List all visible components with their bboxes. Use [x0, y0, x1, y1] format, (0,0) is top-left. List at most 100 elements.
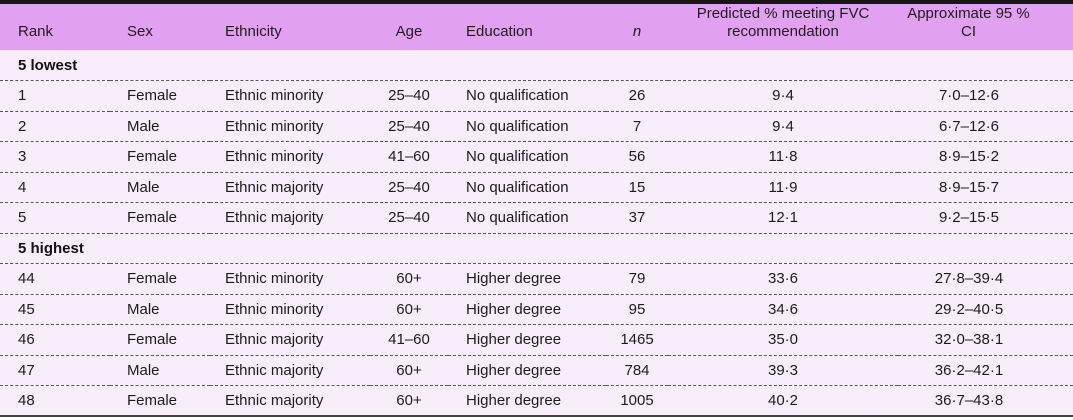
table-body: 5 lowest 1 Female Ethnic minority 25–40 No qu…	[0, 50, 1073, 416]
column-header-predicted-pct-fvc: Predicted % meeting FVC recommendation	[696, 4, 870, 41]
cell-predicted-pct-fvc: 39·3	[668, 355, 898, 386]
cell-ethnicity: Ethnic majority	[210, 355, 370, 386]
cell-rank: 2	[0, 111, 110, 142]
table-header: Rank Sex Ethnicity Age Education n Predicted %…	[0, 2, 1073, 50]
cell-n: 79	[606, 263, 668, 295]
section-header-label: 5 lowest	[0, 50, 1073, 81]
column-header-approx-95-ci: Approximate 95 % CI	[907, 4, 1030, 41]
cell-approx-95-ci: 36·2–42·1	[898, 355, 1073, 386]
cell-predicted-pct-fvc: 33·6	[668, 263, 898, 295]
cell-ethnicity: Ethnic majority	[210, 324, 370, 356]
table-row: 4 Male Ethnic majority 25–40 No qualificatio…	[0, 172, 1073, 203]
section-header-label: 5 highest	[0, 233, 1073, 264]
cell-sex: Male	[110, 172, 210, 203]
cell-rank: 1	[0, 80, 110, 112]
cell-age: 41–60	[370, 324, 448, 356]
cell-rank: 48	[18, 392, 35, 409]
cell-rank: 3	[0, 141, 110, 173]
cell-age: 25–40	[370, 111, 448, 142]
cell-age: 60+	[370, 294, 448, 325]
column-header-education: Education	[466, 23, 533, 41]
column-header-ethnicity: Ethnicity	[225, 23, 282, 41]
cell-ethnicity: Ethnic minority	[210, 141, 370, 173]
section-header-row: 5 lowest	[0, 50, 1073, 81]
cell-education: Higher degree	[448, 355, 606, 386]
cell-sex: Female	[110, 324, 210, 356]
cell-rank: 47	[0, 355, 110, 386]
cell-age: 60+	[370, 263, 448, 295]
header-row: Rank Sex Ethnicity Age Education n Predicted %…	[0, 2, 1073, 50]
cell-approx-95-ci: 32·0–38·1	[898, 324, 1073, 356]
cell-predicted-pct-fvc: 34·6	[668, 294, 898, 325]
table-row: 3 Female Ethnic minority 41–60 No qualificat…	[0, 141, 1073, 173]
cell-education: No qualification	[448, 202, 606, 234]
cell-n: 95	[606, 294, 668, 325]
cell-predicted-pct-fvc: 40·2	[767, 392, 799, 409]
cell-n: 37	[606, 202, 668, 234]
cell-n: 784	[606, 355, 668, 386]
cell-rank: 5	[0, 202, 110, 234]
table-row: 47 Male Ethnic majority 60+ Higher degree 784…	[0, 355, 1073, 386]
cell-approx-95-ci: 29·2–40·5	[898, 294, 1073, 325]
cell-approx-95-ci: 9·2–15·5	[898, 202, 1073, 234]
table-row: 5 Female Ethnic majority 25–40 No qualificat…	[0, 202, 1073, 234]
cell-approx-95-ci: 36·7–43·8	[934, 392, 1004, 409]
cell-age: 25–40	[370, 172, 448, 203]
cell-education: No qualification	[448, 111, 606, 142]
table-row: 45 Male Ethnic minority 60+ Higher degree 95 3…	[0, 294, 1073, 325]
cell-education: Higher degree	[466, 392, 562, 409]
table-row: 1 Female Ethnic minority 25–40 No qualificat…	[0, 80, 1073, 112]
cell-n: 7	[606, 111, 668, 142]
cell-education: Higher degree	[448, 263, 606, 295]
cell-education: Higher degree	[448, 324, 606, 356]
cell-sex: Female	[127, 392, 178, 409]
cell-ethnicity: Ethnic majority	[210, 172, 370, 203]
cell-ethnicity: Ethnic minority	[210, 80, 370, 112]
cell-ethnicity: Ethnic majority	[225, 392, 324, 409]
cell-sex: Female	[110, 263, 210, 295]
cell-age: 60+	[396, 392, 422, 409]
cell-sex: Female	[110, 141, 210, 173]
cell-approx-95-ci: 27·8–39·4	[898, 263, 1073, 295]
section-header-row: 5 highest	[0, 233, 1073, 264]
cell-rank: 44	[0, 263, 110, 295]
cell-approx-95-ci: 8·9–15·2	[898, 141, 1073, 173]
cell-education: Higher degree	[448, 294, 606, 325]
cell-predicted-pct-fvc: 9·4	[668, 111, 898, 142]
cell-predicted-pct-fvc: 9·4	[668, 80, 898, 112]
cell-ethnicity: Ethnic minority	[210, 111, 370, 142]
cell-predicted-pct-fvc: 12·1	[668, 202, 898, 234]
table-row: 46 Female Ethnic majority 41–60 Higher degre…	[0, 324, 1073, 356]
cell-n: 26	[606, 80, 668, 112]
cell-sex: Male	[110, 111, 210, 142]
cell-n: 56	[606, 141, 668, 173]
table-row: 48 Female Ethnic majority 60+ Higher degree 1…	[0, 385, 1073, 416]
column-header-age: Age	[395, 23, 423, 41]
cell-n: 1465	[606, 324, 668, 356]
cell-n: 1005	[620, 392, 654, 409]
cell-sex: Male	[110, 355, 210, 386]
cell-ethnicity: Ethnic minority	[210, 263, 370, 295]
cell-approx-95-ci: 6·7–12·6	[898, 111, 1073, 142]
cell-age: 41–60	[370, 141, 448, 173]
cell-rank: 46	[0, 324, 110, 356]
cell-age: 25–40	[370, 202, 448, 234]
cell-ethnicity: Ethnic majority	[210, 202, 370, 234]
cell-predicted-pct-fvc: 11·9	[668, 172, 898, 203]
cell-predicted-pct-fvc: 11·8	[668, 141, 898, 173]
cell-education: No qualification	[448, 80, 606, 112]
cell-rank: 4	[0, 172, 110, 203]
table-row: 44 Female Ethnic minority 60+ Higher degree 7…	[0, 263, 1073, 295]
cell-approx-95-ci: 8·9–15·7	[898, 172, 1073, 203]
cell-education: No qualification	[448, 141, 606, 173]
cell-rank: 45	[0, 294, 110, 325]
cell-age: 25–40	[370, 80, 448, 112]
cell-age: 60+	[370, 355, 448, 386]
table-row: 2 Male Ethnic minority 25–40 No qualificatio…	[0, 111, 1073, 142]
cell-n: 15	[606, 172, 668, 203]
column-header-n: n	[632, 23, 642, 41]
column-header-rank: Rank	[18, 23, 54, 41]
cell-approx-95-ci: 7·0–12·6	[898, 80, 1073, 112]
